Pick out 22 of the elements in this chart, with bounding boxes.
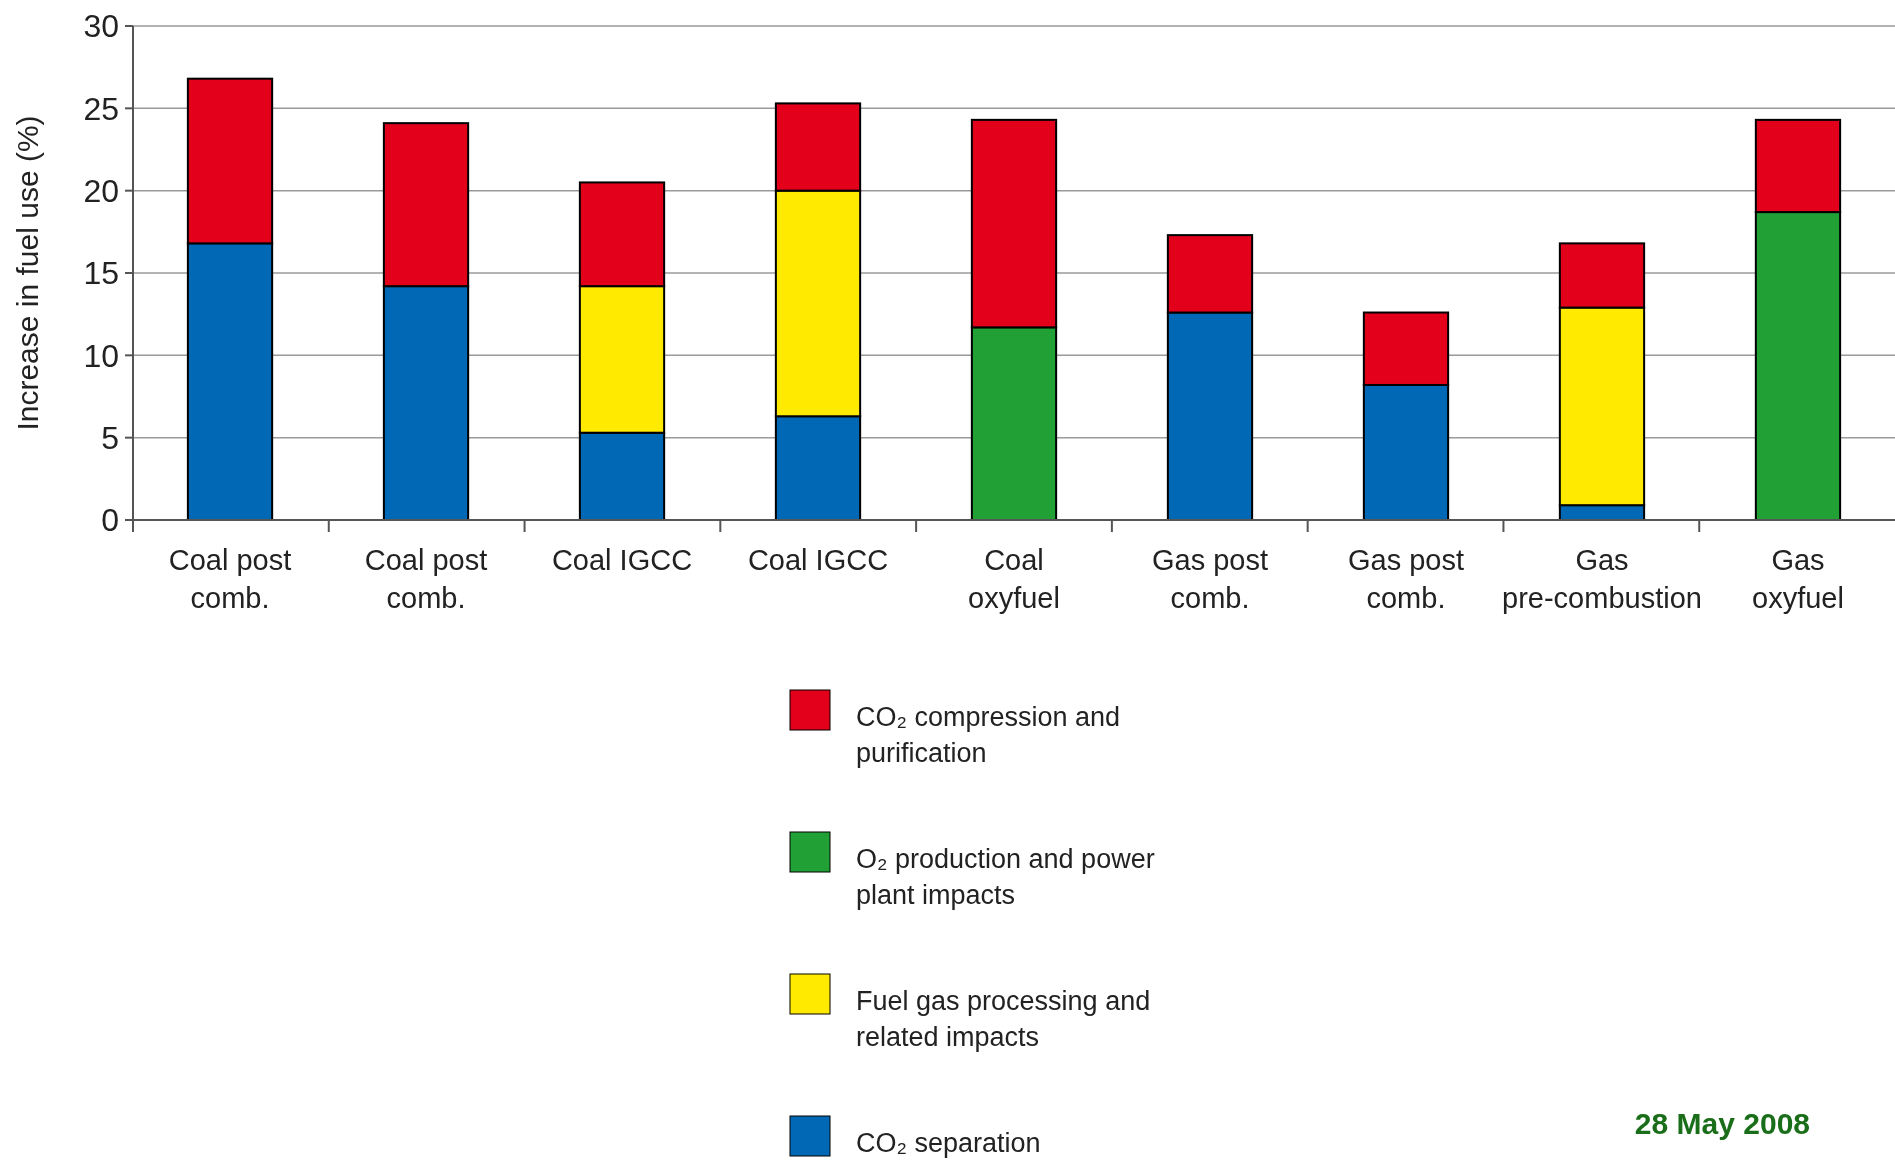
y-axis-title: Increase in fuel use (%): [11, 115, 44, 431]
x-tick-label: Gas oxyfuel: [1752, 544, 1844, 614]
x-tick-label: Coal post comb.: [364, 544, 488, 614]
x-tick-label: Coal IGCC: [551, 544, 693, 576]
legend-label: CO₂ compression and purification: [856, 702, 1121, 768]
legend-label: O₂ production and power plant impacts: [856, 844, 1155, 910]
x-tick-label: Coal IGCC: [747, 544, 889, 576]
x-tick-label: Coal post comb.: [168, 544, 292, 614]
legend-label: CO₂ separation: [856, 1128, 1041, 1158]
x-tick-label: Gas post comb.: [1347, 544, 1465, 614]
x-tick-label: Gas post comb.: [1151, 544, 1269, 614]
y-tick-label: 15: [83, 255, 119, 292]
y-tick-label: 0: [101, 502, 119, 539]
y-tick-label: 25: [83, 90, 119, 127]
y-tick-label: 20: [83, 172, 119, 209]
x-tick-label: Coal oxyfuel: [968, 544, 1060, 614]
text: 28 May 2008: [1634, 1107, 1810, 1140]
y-tick-label: 10: [83, 337, 119, 374]
legend-label: Fuel gas processing and related impacts: [856, 986, 1151, 1052]
y-tick-label: 30: [83, 8, 119, 45]
y-tick-label: 5: [101, 419, 119, 456]
x-tick-label: Gas pre-combustion: [1502, 544, 1702, 614]
